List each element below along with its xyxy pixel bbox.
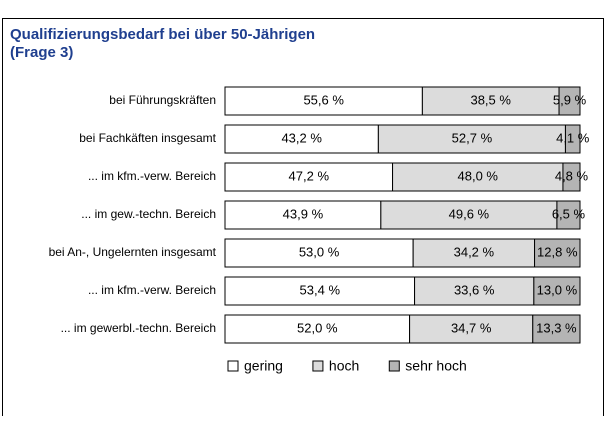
category-label: bei An-, Ungelernten insgesamt <box>49 245 217 259</box>
bar-segment <box>224 238 414 268</box>
bar-segment <box>534 238 581 268</box>
category-label: ... im kfm.-verw. Bereich <box>88 283 216 297</box>
bar-segment <box>533 276 581 306</box>
bar-segment <box>224 124 379 154</box>
bar-segment <box>421 86 560 116</box>
bar-segment <box>224 86 423 116</box>
bar-segment <box>392 162 564 192</box>
bar-segment <box>414 276 535 306</box>
value-label: 47,2 % <box>289 168 330 183</box>
legend-swatch <box>227 360 239 372</box>
value-label: 48,0 % <box>458 168 499 183</box>
legend-label: sehr hoch <box>405 358 466 374</box>
value-label: 13,0 % <box>537 282 578 297</box>
value-label: 4,8 % <box>555 168 589 183</box>
value-label: 52,7 % <box>452 130 493 145</box>
bar-segment <box>377 124 566 154</box>
value-label: 13,3 % <box>536 320 577 335</box>
value-label: 53,0 % <box>299 244 340 259</box>
bar-segment <box>224 276 416 306</box>
bar-segment <box>556 200 581 230</box>
bar-segment <box>224 200 382 230</box>
legend-label: gering <box>244 358 283 374</box>
value-label: 55,6 % <box>303 92 344 107</box>
bar-segment <box>562 162 581 192</box>
bar-segment <box>409 314 534 344</box>
value-label: 38,5 % <box>470 92 511 107</box>
value-label: 5,9 % <box>553 92 587 107</box>
category-label: ... im gewerbl.-techn. Bereich <box>61 321 216 335</box>
value-label: 43,9 % <box>283 206 324 221</box>
value-label: 43,2 % <box>281 130 322 145</box>
bar-segment <box>564 124 581 154</box>
value-label: 6,5 % <box>552 206 586 221</box>
value-label: 33,6 % <box>454 282 495 297</box>
chart-subtitle: (Frage 3) <box>10 44 73 61</box>
value-label: 53,4 % <box>300 282 341 297</box>
chart-title: Qualifizierungsbedarf bei über 50-Jährig… <box>10 26 315 43</box>
value-label: 12,8 % <box>537 244 578 259</box>
bar-segment <box>412 238 536 268</box>
legend-swatch <box>312 360 324 372</box>
bar-segment <box>224 314 411 344</box>
category-label: bei Fachkäften insgesamt <box>79 131 216 145</box>
legend-swatch <box>388 360 400 372</box>
category-label: bei Führungskräften <box>109 93 216 107</box>
bar-segment <box>558 86 581 116</box>
value-label: 49,6 % <box>449 206 490 221</box>
value-label: 52,0 % <box>297 320 338 335</box>
legend-label: hoch <box>329 358 359 374</box>
value-label: 34,2 % <box>454 244 495 259</box>
category-label: ... im gew.-techn. Bereich <box>81 207 216 221</box>
value-label: 4,1 % <box>556 130 590 145</box>
bar-segment <box>532 314 581 344</box>
value-label: 34,7 % <box>451 320 492 335</box>
category-label: ... im kfm.-verw. Bereich <box>88 169 216 183</box>
bar-segment <box>380 200 558 230</box>
bar-segment <box>224 162 394 192</box>
